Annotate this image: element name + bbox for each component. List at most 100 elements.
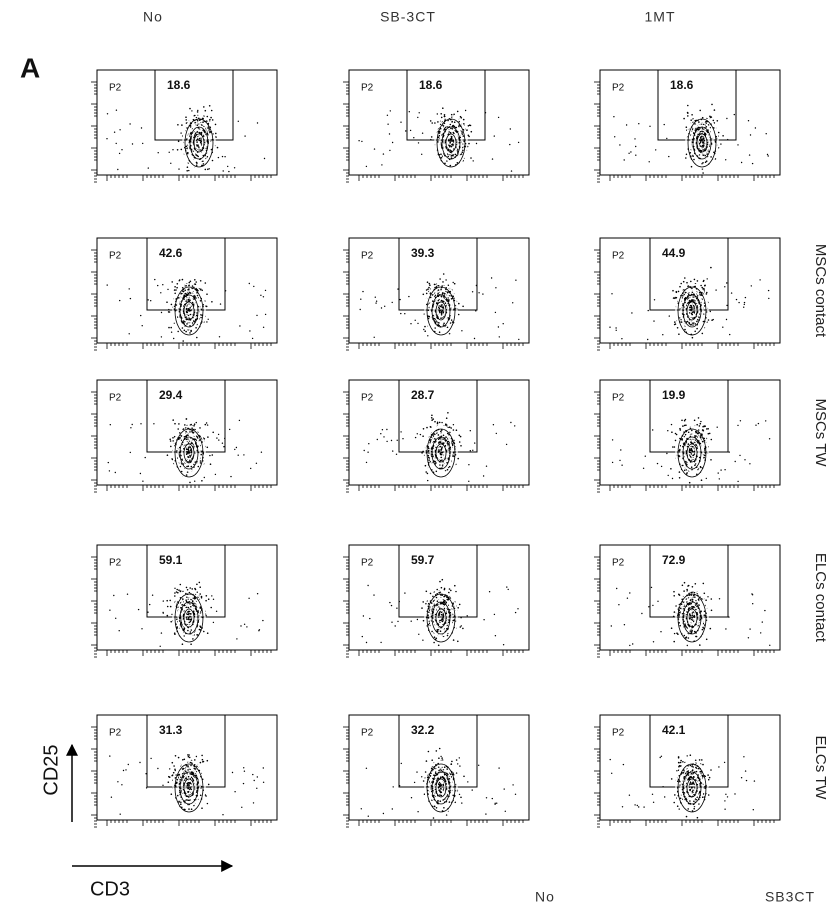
event-dot: [206, 802, 209, 805]
event-dot: [196, 583, 198, 586]
plot-frame: [348, 379, 530, 486]
event-dot: [679, 317, 681, 319]
contour: [184, 444, 194, 460]
event-dot: [473, 337, 476, 340]
event-dot: [201, 758, 204, 761]
event-dot: [691, 336, 694, 339]
event-dot: [206, 293, 208, 296]
event-dot: [448, 131, 450, 133]
event-dot: [755, 424, 757, 426]
event-dot: [196, 131, 199, 133]
event-dot: [448, 146, 451, 148]
event-dot: [715, 289, 717, 291]
event-dot: [167, 781, 170, 783]
event-dot: [426, 472, 429, 475]
event-dot: [507, 588, 509, 591]
event-dot: [690, 594, 692, 596]
event-dot: [447, 412, 449, 414]
event-dot: [430, 602, 433, 604]
event-dot: [759, 279, 761, 281]
event-dot: [720, 143, 722, 145]
event-dot: [440, 453, 443, 456]
event-dot: [194, 438, 196, 441]
event-dot: [442, 141, 444, 143]
event-dot: [438, 421, 441, 424]
event-dot: [694, 464, 696, 467]
event-dot: [201, 164, 203, 167]
event-dot: [446, 126, 448, 128]
event-dot: [435, 637, 438, 640]
event-dot: [450, 427, 453, 429]
event-dot: [221, 442, 224, 444]
event-dot: [712, 318, 714, 321]
event-dot: [679, 429, 682, 431]
event-dot: [440, 299, 443, 302]
event-dot: [210, 148, 213, 151]
contour: [684, 297, 700, 323]
event-dot: [189, 446, 192, 449]
event-dot: [434, 327, 437, 329]
event-dot: [441, 421, 443, 424]
event-dot: [727, 138, 729, 141]
event-dot: [699, 442, 702, 445]
event-dot: [115, 109, 118, 111]
event-dot: [189, 309, 192, 312]
event-dot: [429, 120, 432, 122]
event-dot: [188, 591, 191, 594]
event-dot: [188, 291, 191, 294]
event-dot: [262, 326, 265, 328]
event-dot: [200, 149, 202, 151]
event-dot: [169, 438, 171, 441]
event-dot: [181, 327, 184, 329]
event-dot: [381, 429, 384, 431]
event-dot: [679, 285, 681, 288]
event-dot: [445, 602, 447, 604]
row-label: ELCs TW: [812, 736, 829, 801]
event-dot: [687, 637, 690, 639]
event-dot: [767, 155, 769, 157]
event-dot: [187, 314, 190, 317]
event-dot: [188, 781, 190, 784]
contour: [179, 601, 199, 635]
event-dot: [449, 144, 451, 147]
event-dot: [459, 115, 462, 118]
event-dot: [439, 580, 441, 583]
event-dot: [409, 129, 412, 132]
event-dot: [683, 590, 685, 592]
event-dot: [689, 630, 692, 632]
event-dot: [647, 309, 649, 312]
event-dot: [194, 283, 197, 286]
event-dot: [458, 302, 460, 305]
event-dot: [689, 455, 692, 458]
event-dot: [679, 624, 681, 627]
event-dot: [442, 777, 445, 780]
event-dot: [460, 445, 462, 447]
event-dot: [436, 302, 438, 305]
event-dot: [497, 116, 500, 119]
event-dot: [183, 635, 185, 637]
event-dot: [692, 307, 694, 309]
event-dot: [710, 459, 712, 461]
event-dot: [203, 106, 205, 108]
contour: [675, 283, 709, 337]
event-dot: [461, 131, 464, 133]
event-dot: [709, 116, 712, 118]
contour: [424, 283, 458, 337]
event-dot: [681, 464, 684, 467]
event-dot: [689, 309, 691, 311]
event-dot: [391, 621, 393, 623]
event-dot: [187, 300, 190, 302]
event-dot: [707, 432, 710, 435]
event-dot: [442, 442, 445, 444]
event-dot: [514, 611, 517, 614]
event-dot: [187, 309, 189, 312]
event-dot: [194, 428, 196, 431]
event-dot: [139, 472, 142, 475]
event-dot: [660, 465, 663, 468]
event-dot: [702, 626, 704, 629]
event-dot: [718, 598, 721, 600]
gate-name: P2: [361, 251, 374, 262]
gate-percent: 39.3: [411, 246, 435, 260]
event-dot: [667, 474, 669, 477]
event-dot: [369, 617, 371, 620]
